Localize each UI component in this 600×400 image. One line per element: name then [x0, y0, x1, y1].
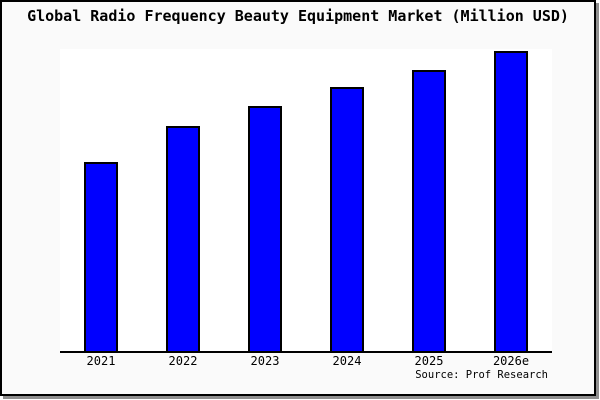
bar-2023 [248, 106, 282, 351]
x-tick-label-2021: 2021 [86, 354, 116, 368]
bar-2024 [330, 87, 364, 351]
bar-2021 [84, 162, 118, 351]
x-tick-label-2022: 2022 [168, 354, 198, 368]
bar-2022 [166, 126, 200, 351]
plot-area [60, 49, 552, 353]
source-credit: Source: Prof Research [415, 369, 548, 381]
bar-2025 [412, 70, 446, 351]
bar-2026e [494, 51, 528, 351]
x-tick-label-2025: 2025 [414, 354, 444, 368]
x-tick-label-2023: 2023 [250, 354, 280, 368]
x-tick-label-2024: 2024 [332, 354, 362, 368]
x-axis-labels: 2021 2022 2023 2024 2025 2026e [2, 355, 594, 369]
x-tick-label-2026e: 2026e [492, 354, 530, 368]
chart-title: Global Radio Frequency Beauty Equipment … [27, 7, 569, 25]
